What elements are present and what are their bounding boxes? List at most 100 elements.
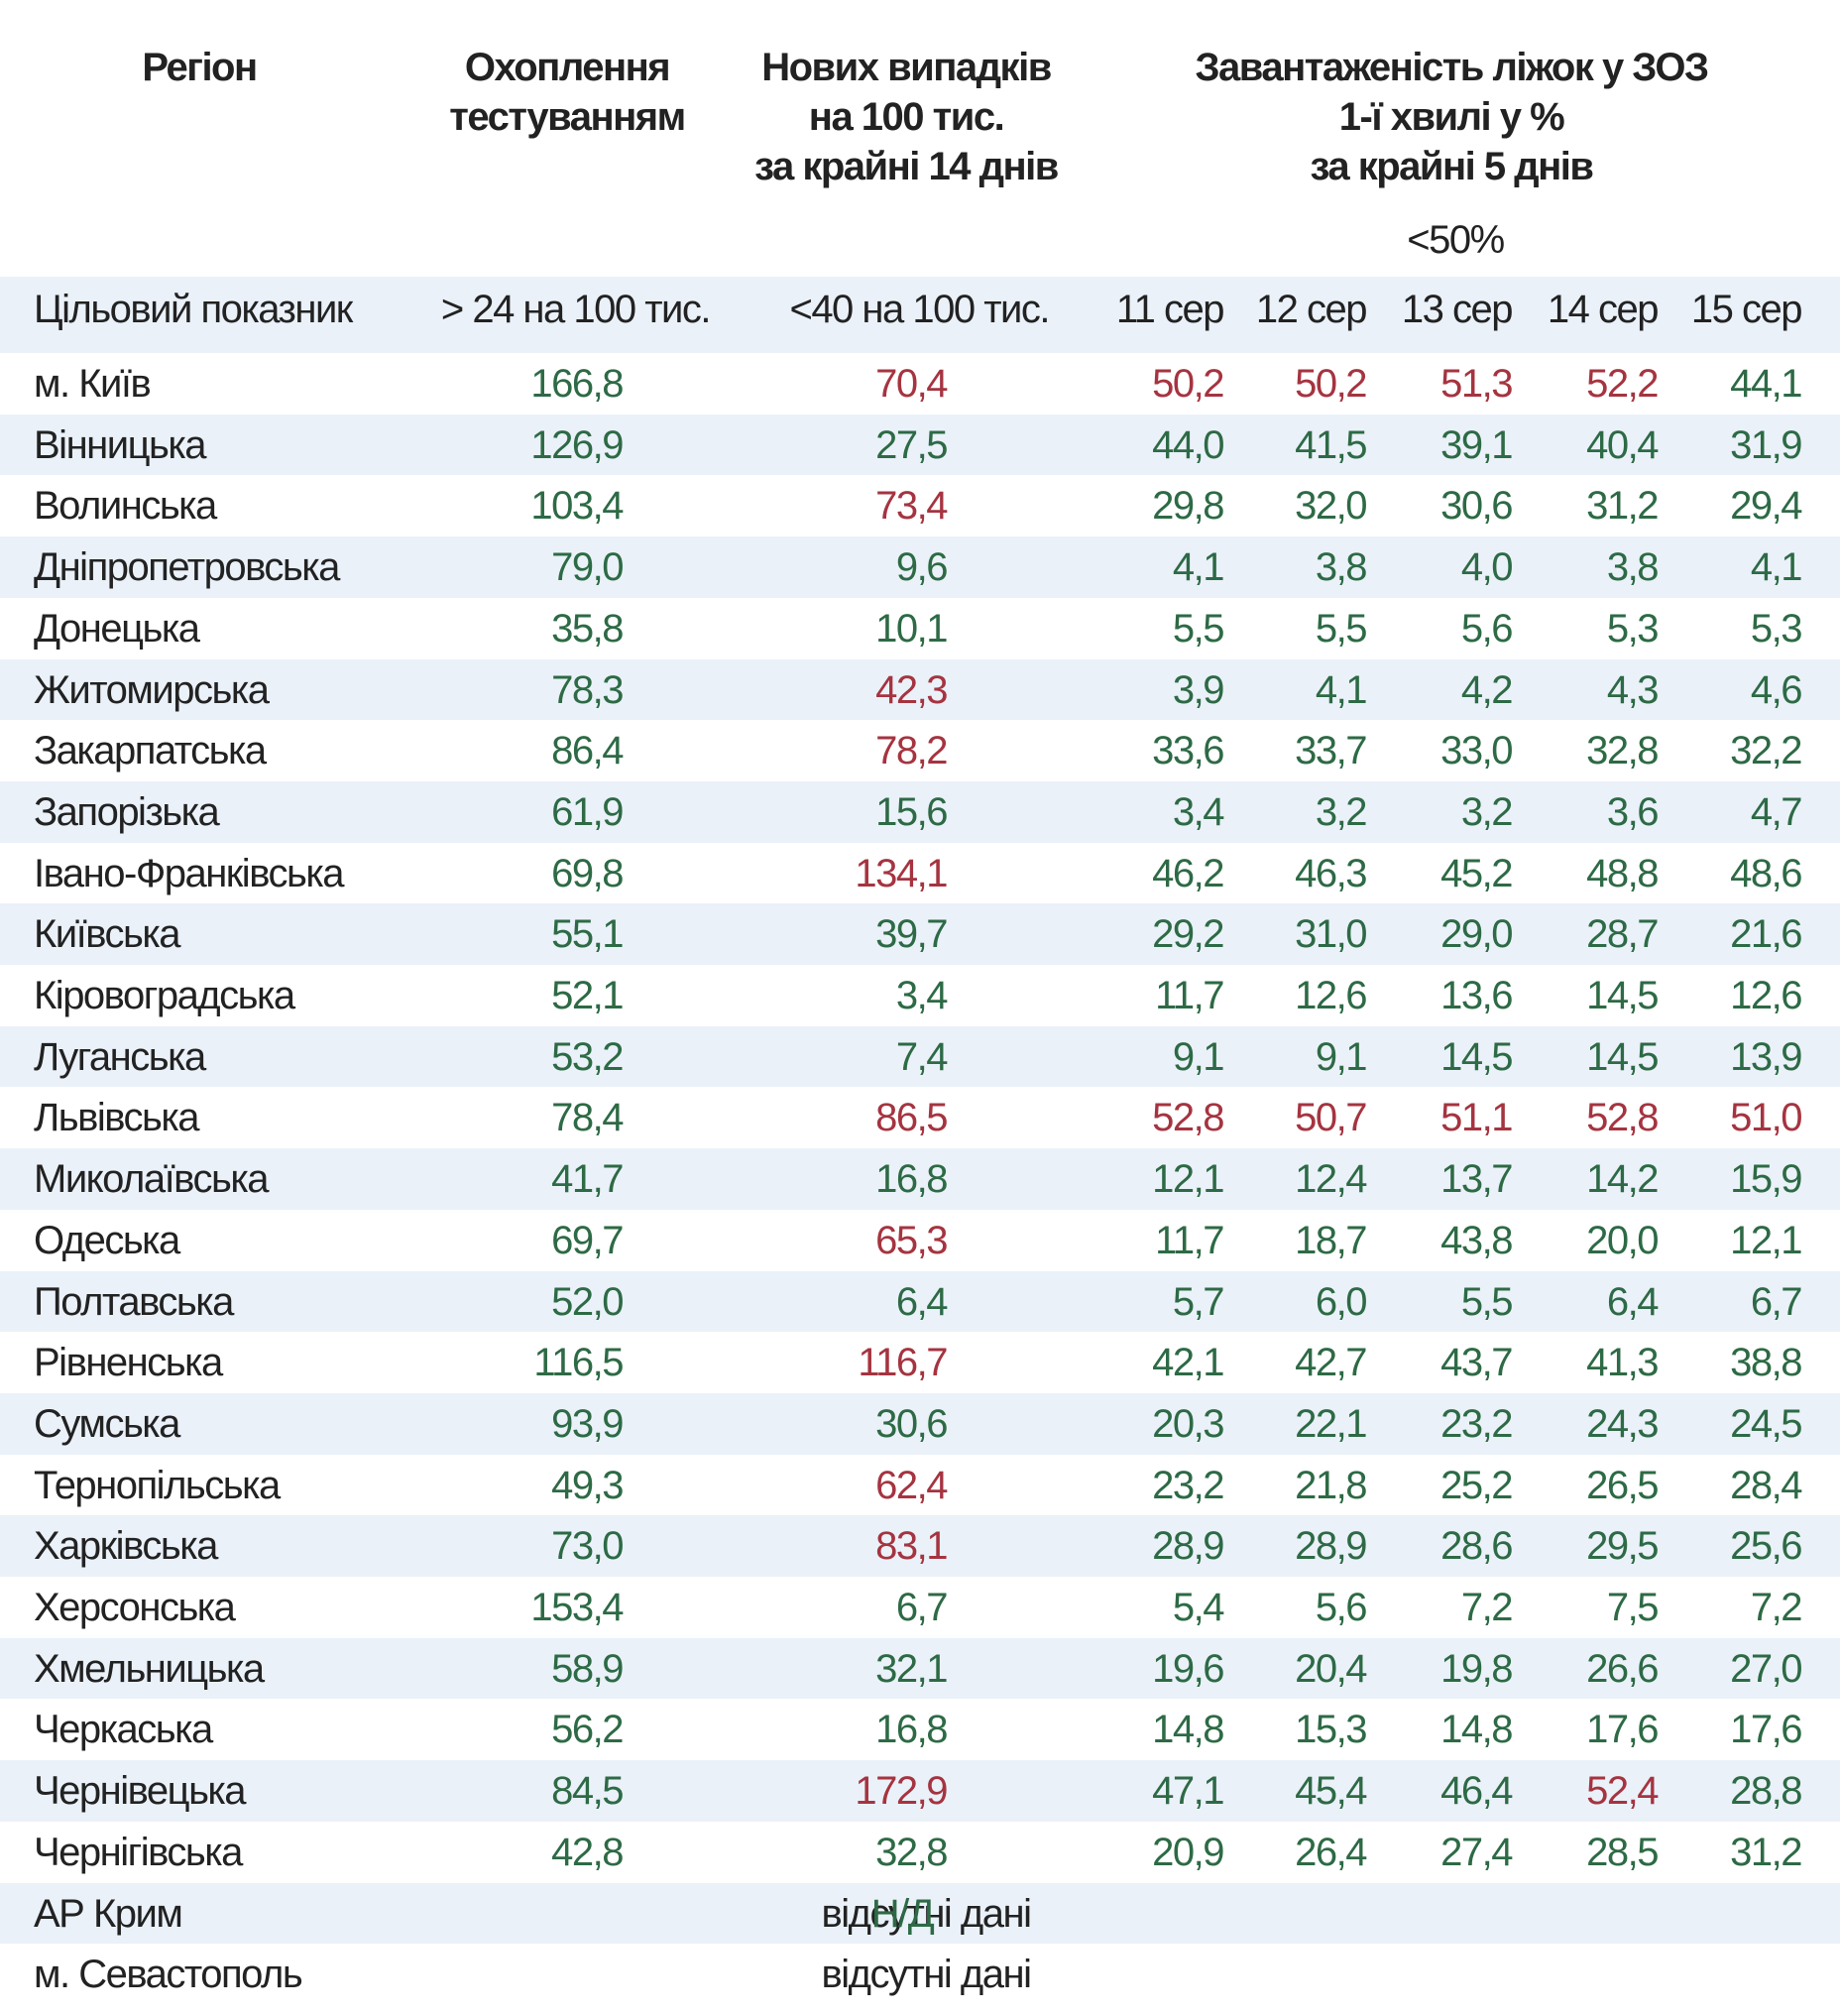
cell-value: 29,5 — [1586, 1524, 1659, 1569]
cell-value: 3,2 — [1460, 789, 1514, 834]
cell-value: 3,8 — [1315, 545, 1368, 590]
cell-value: 28,9 — [1152, 1524, 1224, 1569]
cell-value: 46,4 — [1440, 1769, 1513, 1814]
cell-value: 61,9 — [551, 789, 624, 834]
cell-value: 25,2 — [1440, 1463, 1513, 1507]
region-name: АР Крим — [34, 1891, 183, 1936]
cell-value: 3,8 — [1606, 545, 1660, 590]
cell-value: 20,9 — [1152, 1830, 1224, 1874]
cell-value: 49,3 — [551, 1463, 624, 1507]
cell-value: 32,2 — [1730, 729, 1802, 773]
cell-value: 73,0 — [551, 1524, 624, 1569]
cell-value: 28,5 — [1586, 1830, 1659, 1874]
row-band — [0, 1637, 1840, 1700]
cell-value: 4,1 — [1750, 545, 1803, 590]
cell-value: 6,0 — [1315, 1279, 1368, 1324]
cell-value: 39,1 — [1440, 422, 1513, 467]
region-name: м. Київ — [34, 362, 152, 406]
header-region: Регіон — [142, 46, 258, 89]
target-new-cases: <40 на 100 тис. — [789, 288, 1050, 331]
cell-value: 65,3 — [875, 1218, 948, 1262]
cell-value: 20,4 — [1295, 1646, 1367, 1691]
region-name: Донецька — [34, 606, 200, 651]
cell-value: 20,0 — [1586, 1218, 1659, 1262]
region-name: Львівська — [34, 1096, 200, 1140]
cell-value: 78,3 — [551, 667, 624, 712]
cell-value: 41,7 — [551, 1157, 624, 1202]
header-new-cases: за крайні 14 днів — [754, 145, 1059, 188]
cell-value: 46,2 — [1152, 851, 1224, 895]
target-coverage: > 24 на 100 тис. — [440, 288, 712, 331]
row-band — [0, 1760, 1840, 1822]
region-name: Рівненська — [34, 1341, 223, 1385]
cell-value: 12,6 — [1730, 974, 1802, 1017]
cell-value: 14,2 — [1586, 1157, 1659, 1202]
date-header: 14 сер — [1547, 288, 1660, 331]
cell-value: 70,4 — [875, 362, 948, 406]
cell-value: 73,4 — [875, 484, 948, 529]
cell-value: 44,0 — [1152, 422, 1224, 467]
cell-value: 15,6 — [875, 789, 948, 834]
cell-value: 3,4 — [1172, 789, 1225, 834]
cell-value: 38,8 — [1730, 1341, 1802, 1385]
region-name: Житомирська — [34, 667, 270, 712]
missing-data: відсутні дані — [821, 1953, 1032, 1997]
cell-value: 42,1 — [1152, 1341, 1224, 1385]
cell-value: 13,9 — [1730, 1034, 1802, 1079]
cell-value: 3,4 — [895, 974, 949, 1017]
region-name: Кіровоградська — [34, 974, 295, 1017]
cell-value: 69,7 — [551, 1218, 624, 1262]
cell-value: 31,0 — [1295, 912, 1367, 957]
cell-value: 41,5 — [1295, 422, 1367, 467]
header-coverage: Охоплення — [464, 46, 671, 89]
cell-value: 56,2 — [551, 1708, 624, 1752]
cell-value: 7,4 — [895, 1034, 949, 1079]
cell-value: 4,0 — [1460, 545, 1514, 590]
row-band — [0, 1270, 1840, 1333]
row-band — [0, 536, 1840, 598]
cell-value: 5,5 — [1172, 606, 1225, 651]
cell-value: 31,2 — [1730, 1830, 1802, 1874]
cell-value: 4,1 — [1172, 545, 1225, 590]
cell-value: 83,1 — [875, 1524, 948, 1569]
cell-value: 3,6 — [1606, 789, 1660, 834]
header-beds: за крайні 5 днів — [1310, 145, 1594, 188]
beds-target: <50% — [1407, 218, 1505, 262]
cell-value: 5,6 — [1315, 1586, 1368, 1629]
cell-value: 30,6 — [1440, 484, 1513, 529]
cell-value: 6,7 — [895, 1586, 949, 1629]
cell-value: 19,8 — [1440, 1646, 1513, 1691]
region-name: Черкаська — [34, 1708, 213, 1752]
cell-value: 15,9 — [1730, 1157, 1802, 1202]
cell-value: 9,1 — [1315, 1034, 1368, 1079]
header-new-cases: Нових випадків — [761, 46, 1052, 89]
cell-value: 166,8 — [530, 362, 624, 406]
cell-value: 15,3 — [1295, 1708, 1367, 1752]
cell-value: 52,4 — [1586, 1769, 1659, 1814]
cell-value: 153,4 — [530, 1586, 624, 1629]
row-band — [0, 1025, 1840, 1088]
row-band — [0, 1882, 1840, 1945]
header-beds: Завантаженість ліжок у ЗОЗ — [1195, 46, 1709, 89]
region-name: Хмельницька — [34, 1646, 265, 1691]
cell-value: 10,1 — [875, 606, 948, 651]
cell-value: 5,3 — [1606, 606, 1660, 651]
cell-value: 28,6 — [1440, 1524, 1513, 1569]
region-name: м. Севастополь — [34, 1953, 303, 1997]
cell-value: 4,7 — [1750, 789, 1803, 834]
cell-value: 48,8 — [1586, 851, 1659, 895]
cell-value: 47,1 — [1152, 1769, 1224, 1814]
cell-value: 9,6 — [895, 545, 949, 590]
cell-value: 28,9 — [1295, 1524, 1367, 1569]
cell-value: 6,4 — [1606, 1279, 1660, 1324]
cell-value: 9,1 — [1172, 1034, 1225, 1079]
cell-value: 32,0 — [1295, 484, 1367, 529]
cell-value: 5,7 — [1172, 1279, 1225, 1324]
cell-value: 79,0 — [551, 545, 624, 590]
cell-value: 33,6 — [1152, 729, 1224, 773]
cell-value: 31,9 — [1730, 422, 1802, 467]
cell-value: 16,8 — [875, 1708, 948, 1752]
cell-value: 62,4 — [875, 1463, 948, 1507]
row-band — [0, 658, 1840, 721]
